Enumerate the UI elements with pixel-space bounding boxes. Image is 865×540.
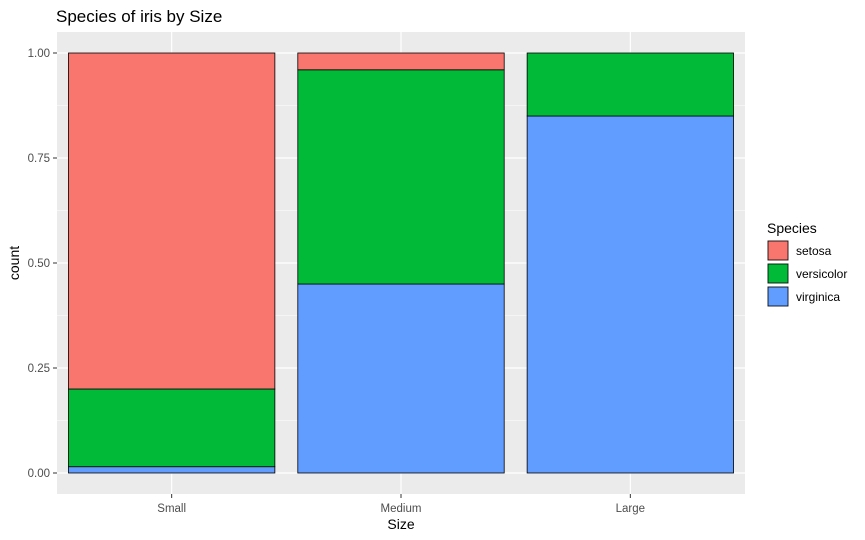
bar-segment-medium-versicolor — [297, 69, 505, 285]
x-tick-label-medium: Medium — [381, 503, 422, 515]
legend-label-setosa: setosa — [796, 244, 832, 258]
y-tick-label: 0.50 — [28, 258, 50, 270]
legend-title: Species — [767, 220, 817, 236]
bar-segment-small-virginica — [68, 466, 276, 474]
bar-segment-small-versicolor — [68, 388, 276, 468]
x-tick-label-large: Large — [616, 503, 645, 515]
legend-swatch-setosa — [767, 240, 789, 261]
x-tick-label-small: Small — [157, 503, 186, 515]
legend-label-virginica: virginica — [796, 290, 840, 304]
bar-segment-medium-setosa — [297, 52, 505, 71]
legend-swatch-virginica — [767, 286, 789, 307]
x-axis-title: Size — [387, 516, 414, 532]
y-tick-label: 1.00 — [28, 48, 50, 60]
y-tick-label: 0.00 — [28, 468, 50, 480]
legend: Species setosa versicolor virginica — [767, 220, 847, 307]
chart-title: Species of iris by Size — [56, 7, 222, 26]
y-tick-label: 0.25 — [28, 363, 50, 375]
y-axis: 0.00 0.25 0.50 0.75 1.00 — [28, 48, 57, 480]
bar-segment-large-versicolor — [526, 52, 734, 117]
bars-layer — [68, 52, 734, 474]
legend-label-versicolor: versicolor — [796, 267, 847, 281]
bar-segment-medium-virginica — [297, 283, 505, 474]
legend-swatch-versicolor — [767, 263, 789, 284]
y-tick-label: 0.75 — [28, 153, 50, 165]
bar-segment-large-virginica — [526, 115, 734, 474]
y-axis-title: count — [6, 246, 22, 280]
bar-segment-small-setosa — [68, 52, 276, 390]
x-axis: Small Medium Large — [157, 494, 645, 515]
